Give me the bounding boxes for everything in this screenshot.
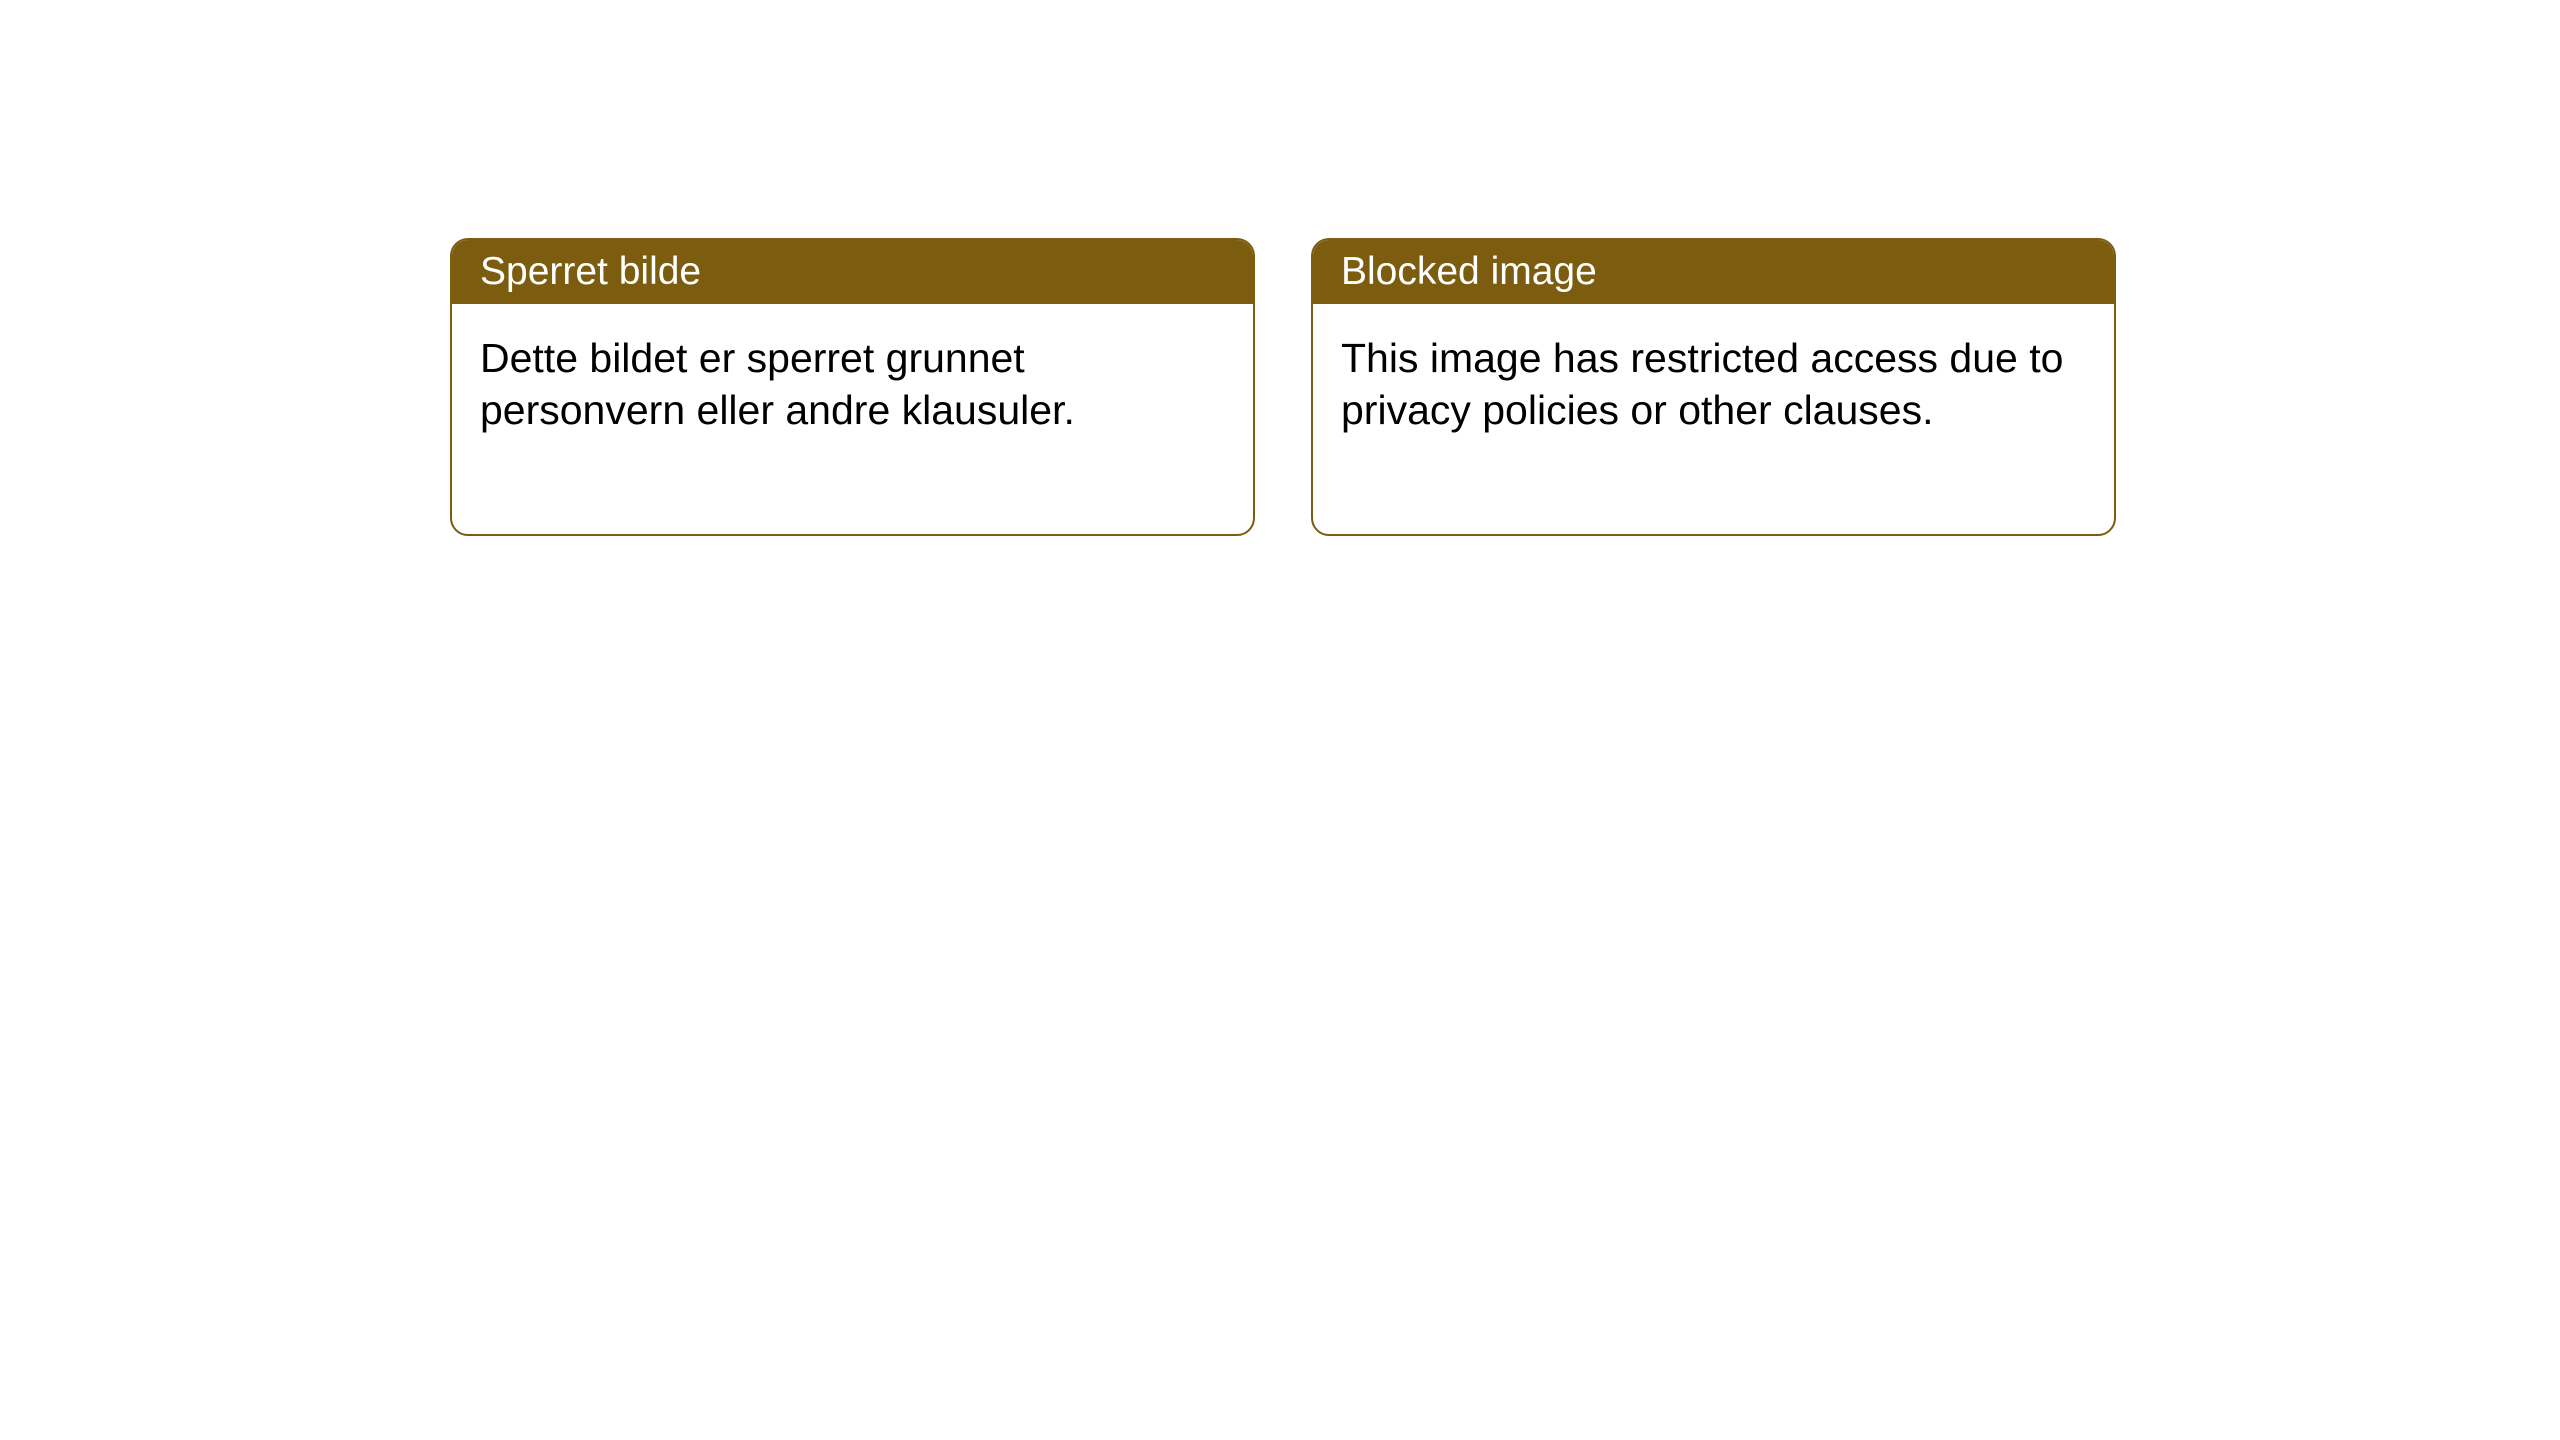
notice-header-norwegian: Sperret bilde <box>452 240 1253 304</box>
notice-card-english: Blocked image This image has restricted … <box>1311 238 2116 536</box>
notice-card-norwegian: Sperret bilde Dette bildet er sperret gr… <box>450 238 1255 536</box>
notice-body-text-norwegian: Dette bildet er sperret grunnet personve… <box>480 335 1075 433</box>
notice-title-norwegian: Sperret bilde <box>480 250 701 293</box>
notice-body-english: This image has restricted access due to … <box>1313 304 2114 534</box>
notice-body-norwegian: Dette bildet er sperret grunnet personve… <box>452 304 1253 534</box>
notice-title-english: Blocked image <box>1341 250 1597 293</box>
notice-header-english: Blocked image <box>1313 240 2114 304</box>
notice-body-text-english: This image has restricted access due to … <box>1341 335 2063 433</box>
notice-container: Sperret bilde Dette bildet er sperret gr… <box>450 238 2116 536</box>
